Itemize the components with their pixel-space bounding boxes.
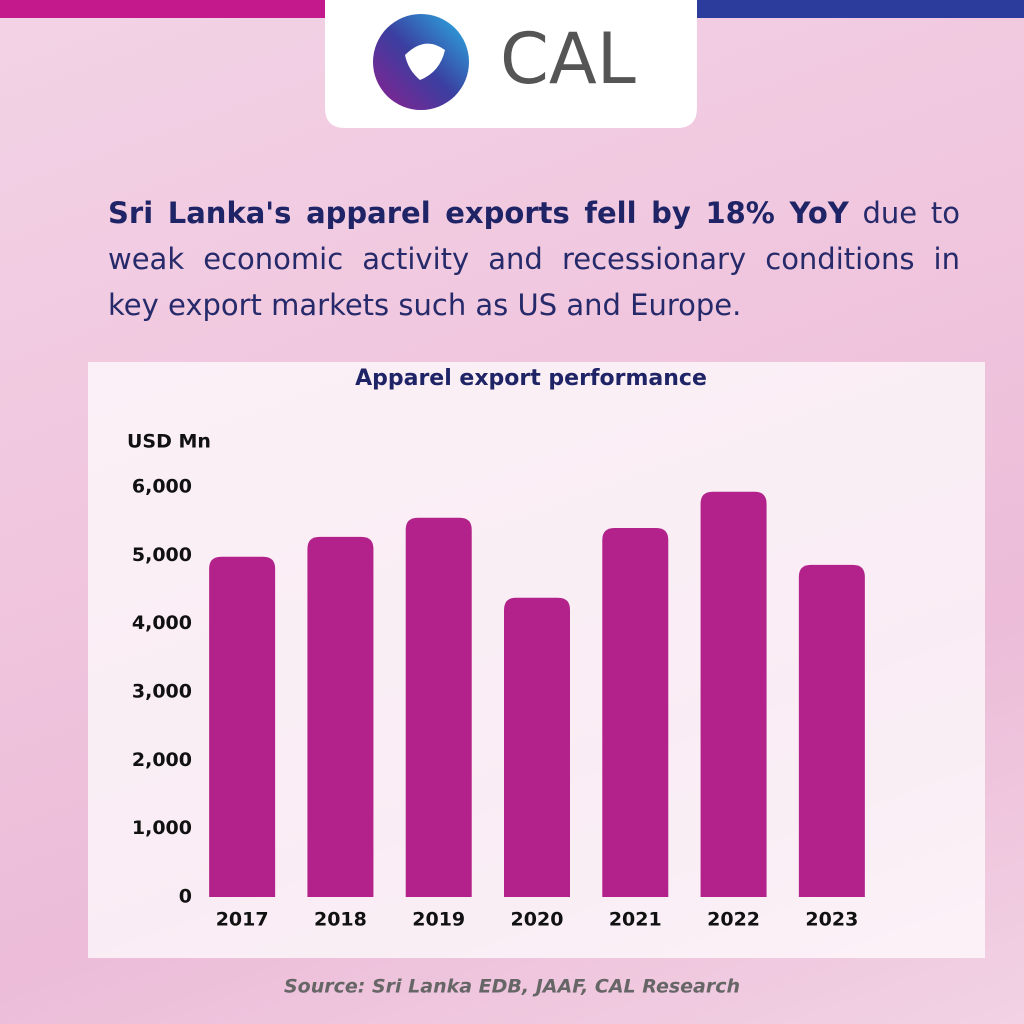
bar [504, 597, 570, 897]
y-tick-label: 0 [179, 886, 192, 908]
headline-text: due to weak economic activity and recess… [108, 196, 960, 322]
y-tick-label: 4,000 [132, 612, 192, 634]
source: Source: Sri Lanka EDB, JAAF, CAL Researc… [284, 976, 740, 998]
logo-icon-inner [405, 43, 445, 80]
y-tick-label: 6,000 [132, 476, 192, 498]
y-tick-label: 2,000 [132, 749, 192, 771]
x-tick-label: 2018 [314, 909, 367, 931]
bar [307, 536, 374, 897]
bar [209, 556, 276, 897]
chart-title: Apparel export performance [355, 366, 707, 391]
y-axis-label: USD Mn [127, 431, 211, 453]
headline-bold: Sri Lanka's apparel exports fell by 18% … [108, 196, 849, 230]
top-bar-right [697, 0, 1024, 18]
bar [798, 564, 865, 897]
top-bar-left [0, 0, 325, 18]
y-tick-label: 1,000 [132, 817, 192, 839]
y-tick-label: 3,000 [132, 681, 192, 703]
headline: Sri Lanka's apparel exports fell by 18% … [108, 190, 960, 328]
x-tick-label: 2017 [216, 909, 269, 931]
logo-text: CAL [500, 18, 636, 100]
x-tick-label: 2019 [412, 909, 465, 931]
x-tick-label: 2023 [805, 909, 858, 931]
bar [700, 491, 767, 897]
bar [602, 528, 669, 897]
y-tick-label: 5,000 [132, 544, 192, 566]
bar [405, 517, 472, 897]
x-tick-label: 2022 [707, 909, 760, 931]
x-tick-label: 2021 [609, 909, 662, 931]
x-tick-label: 2020 [511, 909, 564, 931]
